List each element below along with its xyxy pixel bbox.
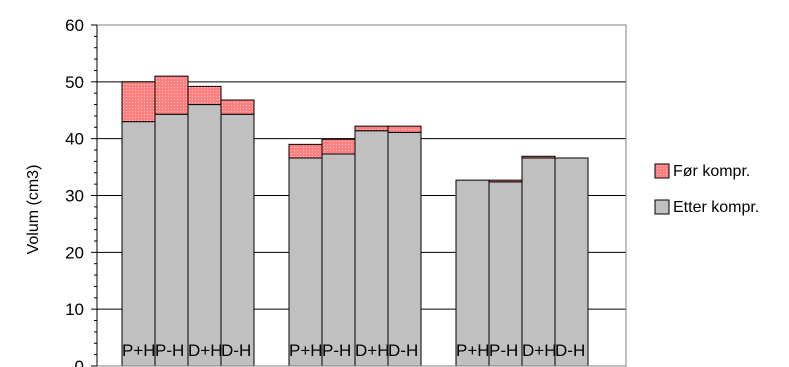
bar-category-label: P+H <box>456 341 490 360</box>
bar-category-label: D-H <box>388 341 418 360</box>
bar-segment <box>121 81 156 123</box>
bar-category-label: D-H <box>555 341 585 360</box>
y-axis-title: Volum (cm3) <box>25 165 42 255</box>
bar-segment <box>354 125 389 132</box>
y-tick-label: 20 <box>65 243 84 262</box>
axes <box>91 24 627 367</box>
legend-swatch <box>654 199 670 215</box>
bar-segment <box>288 143 323 159</box>
y-tick-labels: 0 10 20 30 40 50 60 <box>65 16 84 367</box>
bar-segment <box>387 125 422 133</box>
bar-category-label: P+H <box>122 341 156 360</box>
bar-segment <box>455 179 490 367</box>
bar-segment <box>154 75 189 115</box>
bar-category-label: D+H <box>188 341 222 360</box>
bar-category-label: D+H <box>355 341 389 360</box>
bar-category-label: P-H <box>322 341 351 360</box>
bar-segment <box>187 104 222 367</box>
bar-segment <box>154 113 189 367</box>
bars <box>121 75 589 367</box>
y-tick-label: 0 <box>75 357 84 367</box>
bar-segment <box>321 153 356 367</box>
legend: Før kompr. Etter kompr. <box>654 163 759 216</box>
bar-category-label: P+H <box>289 341 323 360</box>
bar-segment <box>521 157 556 367</box>
bar-segment <box>321 138 356 155</box>
legend-swatch <box>654 163 670 179</box>
bar-segment <box>521 155 556 159</box>
y-tick-label: 30 <box>65 187 84 206</box>
y-tick-label: 50 <box>65 73 84 92</box>
y-tick-label: 10 <box>65 300 84 319</box>
bar-category-label: P-H <box>155 341 184 360</box>
bar-segment <box>187 85 222 106</box>
bar-segment <box>288 157 323 367</box>
bar-category-label: D+H <box>522 341 556 360</box>
bar-segment <box>387 131 422 367</box>
bar-segment <box>354 130 389 367</box>
bar-category-label: D-H <box>221 341 251 360</box>
bar-category-labels: P+H P-H D+HD-H P+H P-H D+HD-H P+H P-H D+HD-H <box>122 341 585 360</box>
y-tick-label: 60 <box>65 16 84 35</box>
bar-segment <box>488 179 523 183</box>
bar-segment <box>488 181 523 367</box>
y-tick-label: 40 <box>65 130 84 149</box>
bar-segment <box>220 113 255 367</box>
bar-segment <box>121 121 156 367</box>
bar-segment <box>554 157 589 367</box>
bar-category-label: P-H <box>489 341 518 360</box>
legend-label: Etter kompr. <box>673 199 759 216</box>
legend-label: Før kompr. <box>673 163 750 180</box>
bar-segment <box>220 99 255 115</box>
